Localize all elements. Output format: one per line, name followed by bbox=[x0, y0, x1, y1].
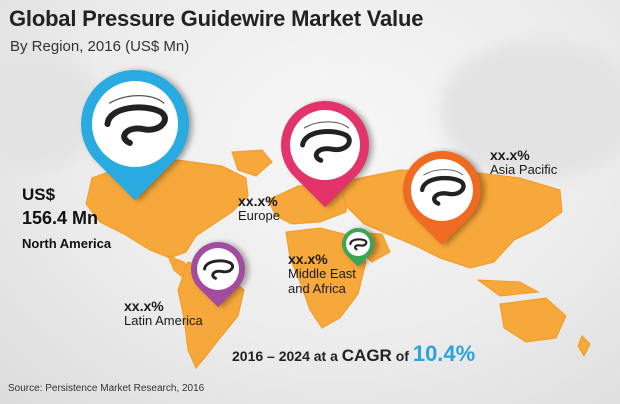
latin-america-pin bbox=[179, 230, 257, 308]
north-america-pin bbox=[58, 47, 212, 201]
latin-america-name: Latin America bbox=[124, 313, 203, 329]
guidewire-icon bbox=[419, 169, 466, 206]
middle-east-africa-name-line2: and Africa bbox=[288, 281, 346, 297]
asia-pacific-pin bbox=[386, 134, 498, 246]
north-america-currency: US$ bbox=[22, 185, 56, 204]
europe-name: Europe bbox=[238, 208, 280, 224]
north-america-label: North America bbox=[22, 236, 112, 251]
source-note: Source: Persistence Market Research, 201… bbox=[8, 383, 205, 394]
guidewire-icon bbox=[104, 94, 168, 146]
middle-east-africa-name-line1: Middle East bbox=[288, 266, 356, 282]
cagr-label: CAGR bbox=[341, 346, 392, 365]
page-title: Global Pressure Guidewire Market Value bbox=[9, 6, 424, 31]
guidewire-icon bbox=[349, 238, 368, 251]
middle-east-africa-percent: xx.x% bbox=[288, 251, 328, 267]
asia-pacific-name: Asia Pacific bbox=[490, 162, 558, 178]
cagr-of: of bbox=[395, 348, 409, 364]
europe-label-group: xx.x% Europe bbox=[238, 193, 280, 224]
australia-shape bbox=[499, 297, 567, 343]
middle-east-africa-label-group: xx.x% Middle East and Africa bbox=[288, 251, 356, 297]
new-zealand-shape bbox=[577, 335, 591, 358]
latin-america-percent: xx.x% bbox=[124, 298, 164, 314]
latin-america-label-group: xx.x% Latin America bbox=[124, 298, 203, 329]
guidewire-icon bbox=[203, 259, 235, 280]
background-blur bbox=[440, 40, 620, 180]
cagr-prefix: 2016 – 2024 at a bbox=[232, 348, 338, 364]
page-subtitle: By Region, 2016 (US$ Mn) bbox=[10, 38, 190, 55]
cagr-statement: 2016 – 2024 at a CAGR of 10.4% bbox=[232, 341, 475, 367]
asia-pacific-label-group: xx.x% Asia Pacific bbox=[490, 147, 557, 178]
europe-percent: xx.x% bbox=[238, 193, 278, 209]
middle-east-africa-pin bbox=[335, 221, 381, 267]
guidewire-icon bbox=[300, 121, 352, 163]
europe-pin bbox=[262, 82, 388, 208]
greenland-shape bbox=[231, 149, 273, 177]
north-america-value: 156.4 Mn bbox=[22, 208, 99, 228]
cagr-value: 10.4% bbox=[412, 341, 476, 366]
asia-pacific-percent: xx.x% bbox=[490, 147, 530, 163]
indonesia-shape bbox=[476, 279, 540, 297]
